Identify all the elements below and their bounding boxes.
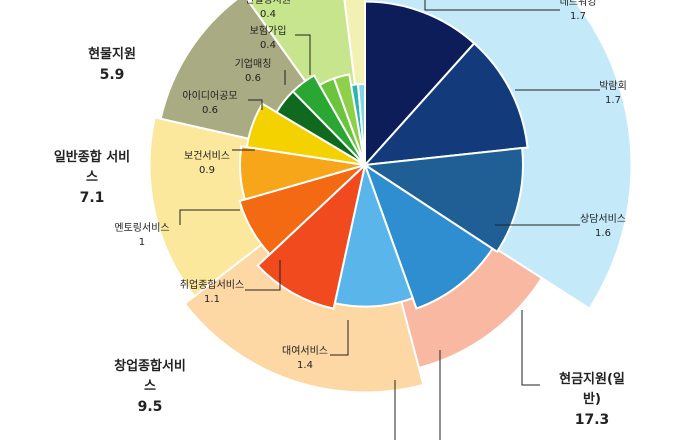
label-value: 0.9	[199, 165, 215, 176]
label: 일반종합 서비스 7.1	[52, 148, 132, 208]
leader-line	[179, 209, 240, 225]
label-value: 1.7	[570, 11, 586, 22]
label-name: 박람회	[599, 81, 627, 92]
label-name: 멘토링서비스	[114, 223, 170, 234]
wedge	[363, 162, 494, 310]
label: 네트워킹 1.7	[560, 0, 597, 24]
wedge	[238, 164, 366, 256]
label: 박람회 1.7	[599, 80, 627, 108]
wedge	[364, 0, 476, 168]
label: 현금지원(일반) 17.3	[552, 370, 632, 430]
wedge	[332, 73, 366, 166]
label: 보험가입 0.4	[250, 25, 287, 53]
label-name: 대여서비스	[282, 346, 328, 357]
label-name: 취업종합서비스	[179, 280, 245, 291]
label-value: 0.4	[260, 40, 276, 51]
label-value: 1.1	[204, 294, 220, 305]
label-name: 보험가입	[249, 26, 287, 37]
wedge	[362, 146, 524, 254]
label-value: 0.4	[260, 9, 276, 20]
label-name: 창업종합서비스	[114, 359, 186, 394]
label-value: 17.3	[574, 412, 610, 428]
wedge	[356, 82, 366, 166]
label: 상담서비스 1.6	[580, 213, 626, 241]
label-value: 0.6	[245, 73, 261, 84]
label-value: 1.6	[595, 228, 611, 239]
label: 대여서비스 1.4	[282, 345, 328, 373]
label: 멘토링서비스 1	[114, 222, 169, 250]
label-name: 보건서비스	[184, 151, 230, 162]
label-name: 아이디어공모	[182, 91, 238, 102]
label-name: 기업매칭	[234, 59, 272, 70]
inner-ring	[238, 0, 529, 310]
label-name: 현물지원	[88, 47, 136, 62]
label-value: 1.7	[605, 95, 621, 106]
label: 창업종합서비스 9.5	[110, 357, 190, 417]
label: 아이디어공모 0.6	[182, 90, 237, 118]
label-value: 5.9	[99, 67, 125, 83]
label-value: 1.4	[297, 360, 313, 371]
wedge	[256, 162, 367, 310]
label-name: 일반종합 서비스	[53, 150, 131, 185]
label-value: 9.5	[137, 399, 163, 415]
label: 컨설팅지원 0.4	[245, 0, 291, 22]
leader-lines	[179, 0, 600, 440]
leader-line	[245, 260, 281, 291]
label-name: 컨설팅지원	[245, 0, 291, 6]
label: 현물지원 5.9	[72, 45, 152, 85]
wedge	[362, 41, 529, 167]
wedge	[239, 145, 366, 201]
label-value: 7.1	[79, 190, 105, 206]
wedge	[291, 74, 366, 166]
label-name: 상담서비스	[580, 214, 626, 225]
label-name: 현금지원(일반)	[559, 372, 625, 407]
label-value: 0.6	[202, 105, 218, 116]
leader-line	[521, 310, 540, 386]
label-value: 1	[138, 237, 146, 248]
leader-line	[330, 320, 349, 356]
label: 취업종합서비스 1.1	[180, 279, 244, 307]
leader-line	[295, 34, 311, 75]
label: 보건서비스 0.9	[184, 150, 230, 178]
leader-line	[248, 99, 263, 110]
label: 기업매칭 0.6	[235, 58, 272, 86]
leader-line	[424, 0, 560, 11]
label-name: 네트워킹	[559, 0, 597, 8]
